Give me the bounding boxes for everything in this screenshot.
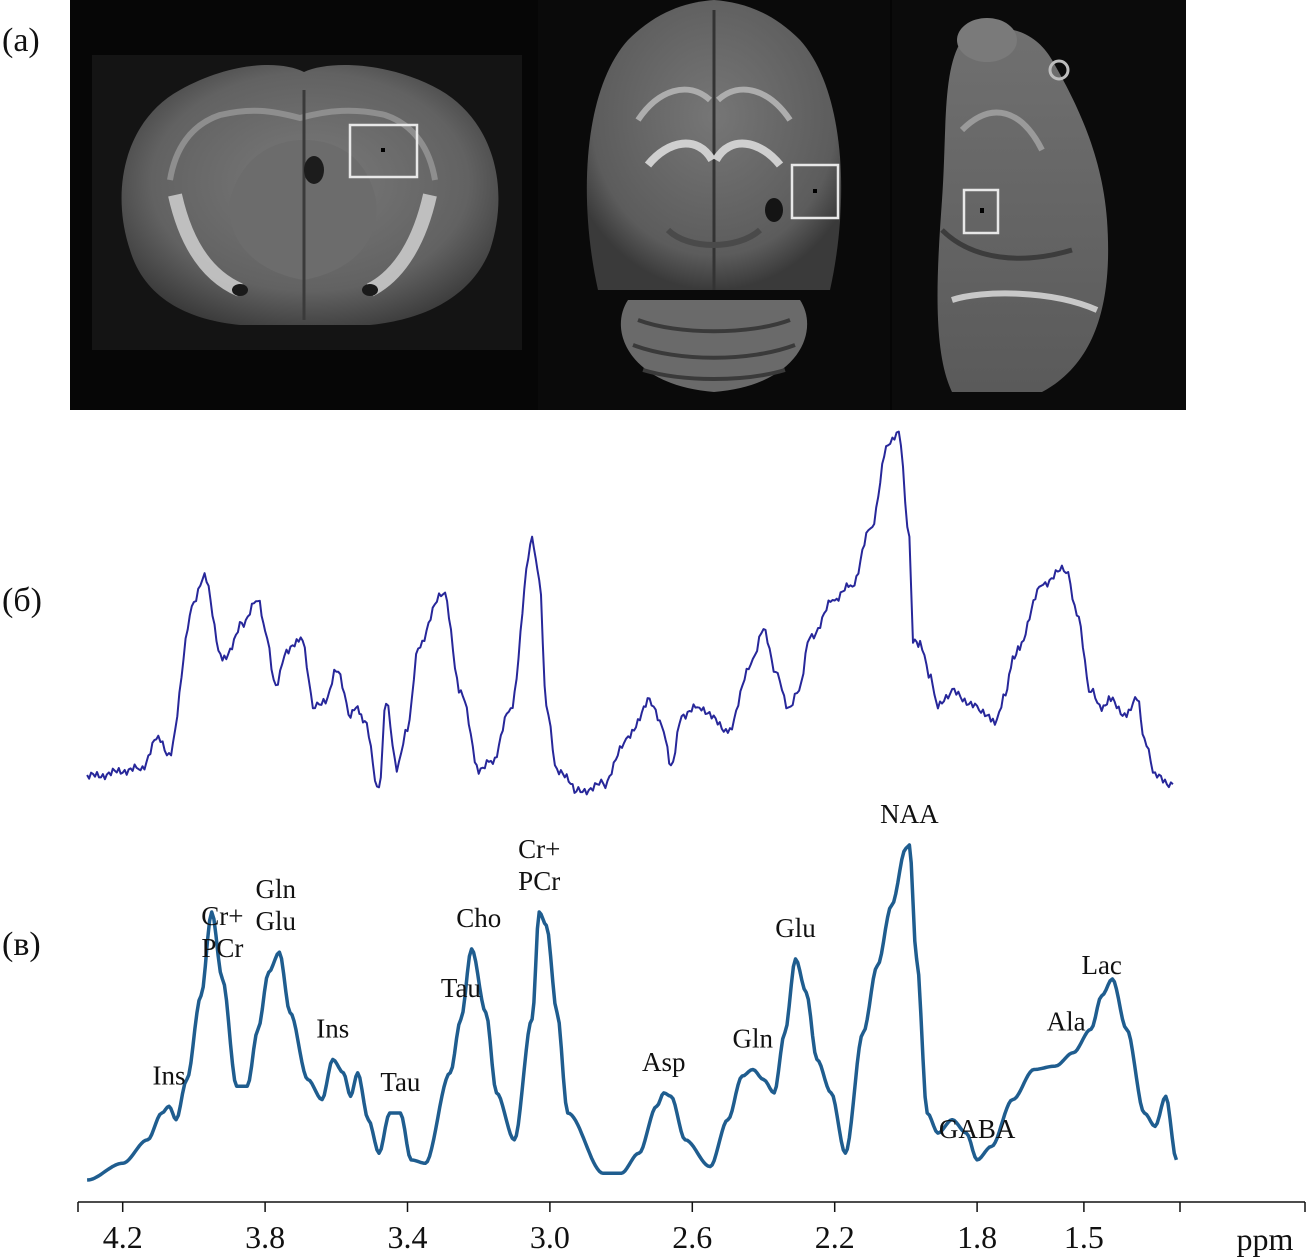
peak-label: Asp <box>642 1047 686 1077</box>
panel-label-b: (б) <box>2 582 42 619</box>
spectra-figure: InsCr+PCrGlnGluInsTauTauChoCr+PCrAspGlnG… <box>77 430 1306 1257</box>
model-spectrum-line <box>87 843 1179 1182</box>
peak-label: Gln <box>733 1024 774 1054</box>
axis-tick-label: 1.5 <box>1064 1219 1104 1255</box>
mri-image-strip <box>70 0 1186 410</box>
peak-label: Cr+ <box>201 901 243 931</box>
peak-label: NAA <box>880 799 939 829</box>
axis-tick-label: 2.2 <box>815 1219 855 1255</box>
peak-label: Glu <box>775 913 816 943</box>
peak-labels-group: InsCr+PCrGlnGluInsTauTauChoCr+PCrAspGlnG… <box>153 799 1122 1144</box>
peak-label: Tau <box>441 973 482 1003</box>
peak-label: PCr <box>201 933 243 963</box>
axis-tick-label: 3.8 <box>245 1219 285 1255</box>
voi-box <box>962 188 1000 235</box>
peak-label: Tau <box>380 1067 421 1097</box>
mri-axial-view <box>538 0 890 410</box>
model-spectrum-group <box>87 843 1179 1182</box>
peak-label: Ins <box>153 1060 186 1090</box>
ppm-axis: 4.2 3.8 3.4 3.0 2.6 2.2 1.8 1.5 ppm <box>77 1201 1306 1257</box>
mri-coronal-view <box>70 0 538 410</box>
peak-label: Ins <box>316 1013 349 1043</box>
axis-tick-label: 3.4 <box>388 1219 428 1255</box>
peak-label: GABA <box>939 1114 1016 1144</box>
peak-label: Cho <box>456 903 501 933</box>
axis-tick-label: 4.2 <box>103 1219 143 1255</box>
measured-spectrum-line <box>86 430 1174 796</box>
voi-box <box>790 163 840 220</box>
peak-label: Gln <box>256 874 297 904</box>
panel-label-c: (в) <box>2 926 41 963</box>
axis-tick-label: 2.6 <box>672 1219 712 1255</box>
peak-label: Ala <box>1047 1007 1086 1037</box>
voi-box <box>348 123 419 179</box>
peak-label: Lac <box>1081 950 1121 980</box>
panel-label-a: (a) <box>2 22 40 59</box>
measured-spectrum-group <box>86 430 1174 796</box>
peak-label: Glu <box>256 906 297 936</box>
axis-tick-label: 1.8 <box>957 1219 997 1255</box>
peak-label: PCr <box>518 866 560 896</box>
peak-label: Cr+ <box>518 834 560 864</box>
mri-sagittal-view <box>892 0 1186 410</box>
axis-tick-label: 3.0 <box>530 1219 570 1255</box>
axis-title: ppm <box>1237 1221 1294 1257</box>
